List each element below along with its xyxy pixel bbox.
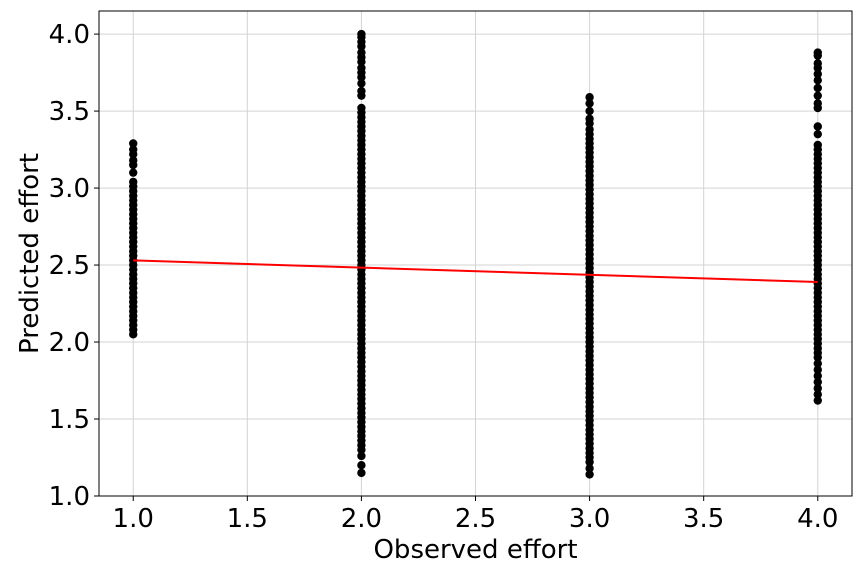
data-point [585, 93, 594, 102]
data-point [357, 461, 366, 470]
data-point [129, 145, 138, 154]
data-point [357, 468, 366, 478]
tick-marks [94, 33, 819, 501]
x-tick-label: 3.0 [569, 504, 610, 534]
data-point [357, 79, 366, 88]
y-axis-label: Predicted effort [15, 153, 45, 354]
x-tick-label: 4.0 [797, 504, 838, 534]
data-point [813, 396, 822, 405]
data-point [813, 91, 822, 100]
data-point [813, 69, 822, 79]
x-tick-label: 1.5 [227, 504, 268, 534]
data-point [357, 451, 366, 461]
y-tick-label: 1.5 [49, 405, 90, 435]
y-tick-label: 2.5 [49, 251, 90, 281]
x-tick-label: 1.0 [113, 504, 154, 534]
data-point [813, 99, 822, 108]
trend-line [133, 259, 818, 283]
x-axis-label: Observed effort [373, 535, 577, 565]
data-point [129, 156, 138, 165]
data-point [813, 384, 822, 393]
data-point [813, 122, 822, 131]
x-tick-label: 2.0 [341, 504, 382, 534]
data-point [585, 106, 594, 116]
data-point [357, 29, 366, 39]
x-tick-labels: 1.0 1.5 2.0 2.5 3.0 3.5 4.0 [113, 504, 839, 534]
data-point [357, 63, 366, 73]
data-point [585, 464, 594, 473]
data-point [813, 59, 822, 68]
data-point [129, 168, 138, 177]
data-point [813, 48, 822, 57]
scatter-points [129, 29, 822, 479]
data-point [813, 365, 822, 374]
data-point [813, 390, 822, 399]
data-point [357, 48, 366, 57]
y-tick-labels: 1.0 1.5 2.0 2.5 3.0 3.5 4.0 [49, 20, 90, 512]
y-tick-label: 3.0 [49, 174, 90, 204]
data-point [129, 139, 138, 148]
data-point [129, 177, 138, 187]
y-tick-label: 1.0 [49, 482, 90, 512]
data-point [357, 86, 366, 96]
data-point [813, 76, 822, 85]
grid [99, 11, 852, 497]
data-point [813, 83, 822, 93]
data-point [813, 377, 822, 387]
data-point [813, 129, 822, 139]
data-point [585, 470, 594, 479]
data-point [813, 359, 822, 368]
data-point [813, 140, 822, 150]
y-tick-label: 3.5 [49, 97, 90, 127]
x-tick-label: 3.5 [683, 504, 724, 534]
data-point [585, 99, 594, 108]
data-point [813, 371, 822, 381]
data-point [357, 445, 366, 455]
data-point [585, 114, 594, 123]
y-tick-label: 4.0 [49, 20, 90, 50]
data-point [357, 103, 366, 113]
y-tick-label: 2.0 [49, 328, 90, 358]
trend-line-group [133, 259, 818, 283]
x-tick-label: 2.5 [455, 504, 496, 534]
data-point [585, 125, 594, 134]
